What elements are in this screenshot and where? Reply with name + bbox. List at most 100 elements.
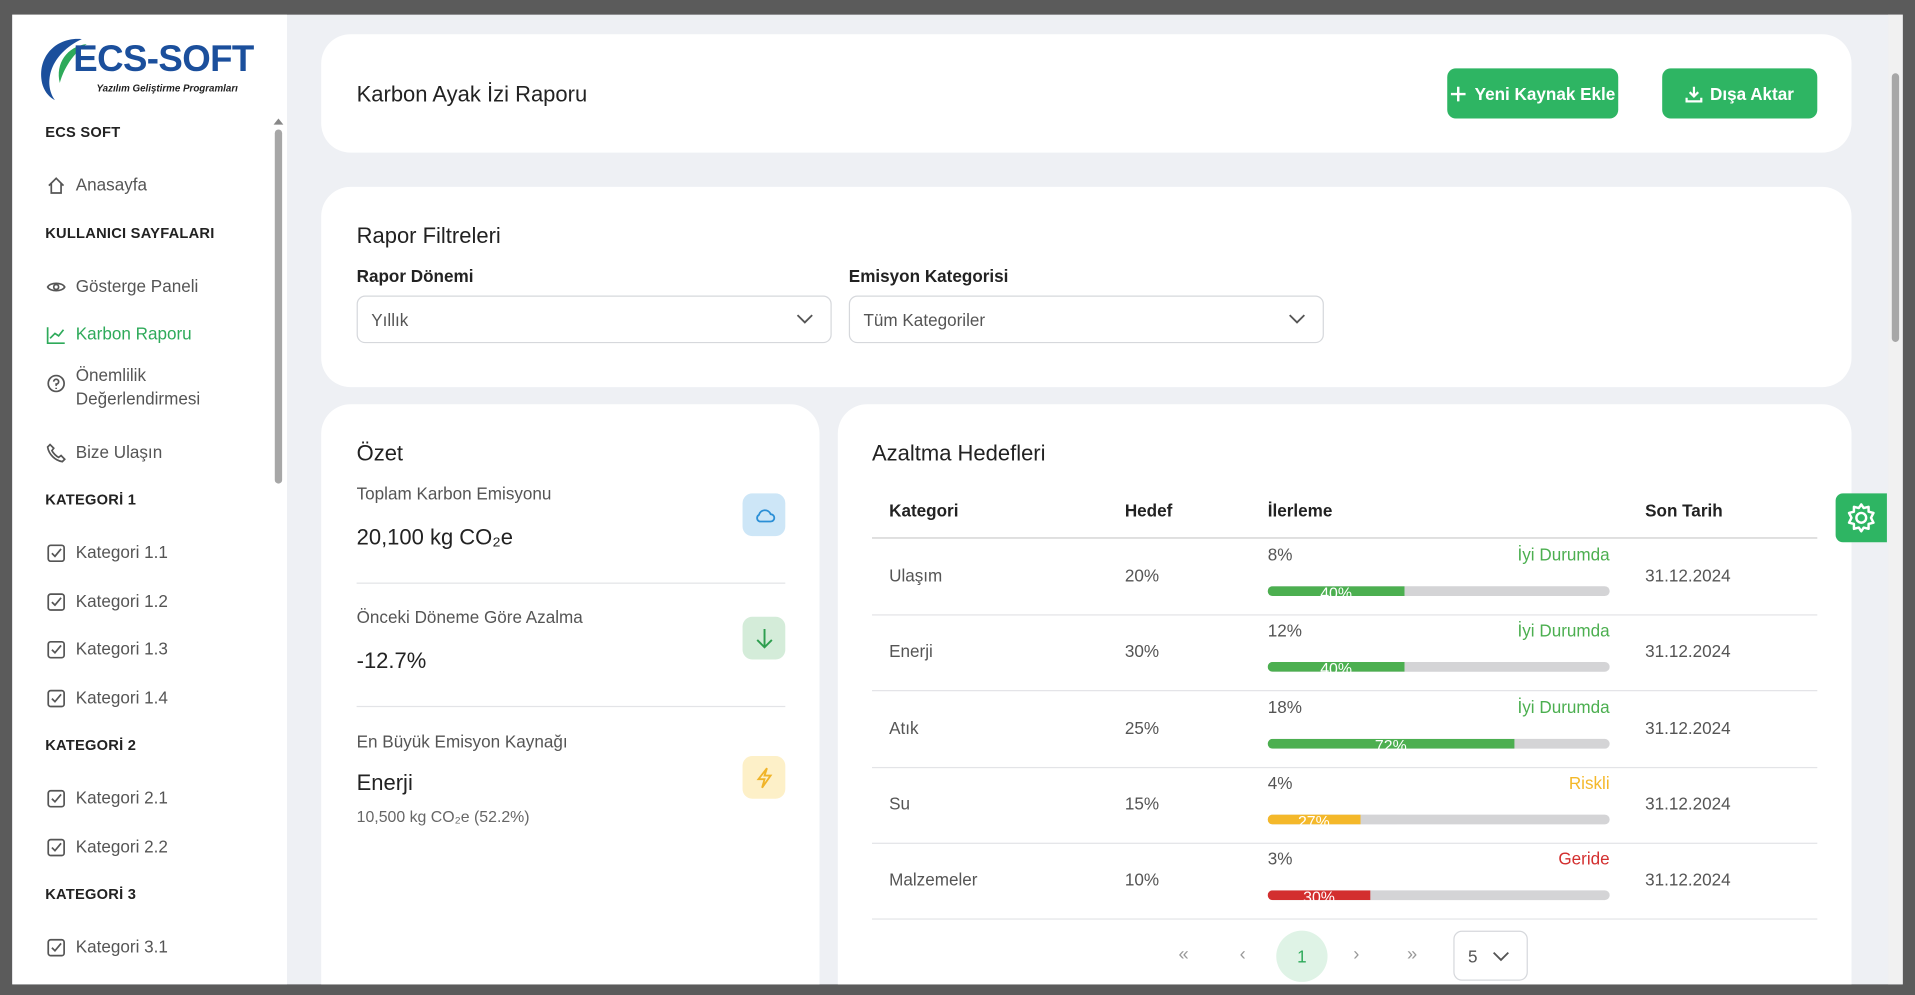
target-cell: 30% — [1124, 641, 1160, 662]
category-cell: Ulaşım — [889, 565, 943, 586]
sidebar: ECS-SOFT Yazılım Geliştirme Programları … — [12, 14, 288, 985]
summary-value: -12.7% — [356, 648, 427, 673]
nav-item[interactable]: Karbon Raporu — [12, 324, 271, 372]
scroll-thumb[interactable] — [274, 129, 283, 484]
period-select[interactable]: Yıllık — [356, 295, 832, 344]
deadline-cell: 31.12.2024 — [1645, 641, 1731, 662]
divider — [356, 582, 786, 584]
nav-icon — [48, 177, 65, 194]
target-cell: 25% — [1124, 717, 1160, 738]
nav-icon — [46, 281, 66, 291]
deadline-cell: 31.12.2024 — [1645, 869, 1731, 890]
summary-label: Önceki Döneme Göre Azalma — [356, 606, 583, 627]
filters-card: Rapor Filtreleri Rapor Dönemi Yıllık Emi… — [321, 186, 1852, 388]
nav-icon — [47, 544, 65, 563]
select-value: Yıllık — [371, 310, 409, 330]
nav-icon — [47, 938, 65, 957]
progress-bar-label: 72% — [1374, 735, 1407, 750]
status: İyi Durumda — [1517, 544, 1610, 565]
nav-item[interactable]: Önemlilik Değerlendirmesi — [12, 365, 271, 434]
category-select[interactable]: Tüm Kategoriler — [848, 295, 1324, 344]
progress-value: 3% — [1267, 849, 1293, 869]
nav-label: Kategori 1.4 — [75, 686, 168, 707]
nav-label: Kategori 1.2 — [75, 590, 168, 611]
last-page[interactable]: » — [1406, 944, 1418, 965]
column-header: Kategori — [889, 500, 959, 521]
scroll-thumb[interactable] — [1891, 73, 1900, 342]
nav-item[interactable]: Kategori 1.4 — [12, 687, 271, 735]
cloud-icon — [742, 493, 786, 537]
summary-label: En Büyük Emisyon Kaynağı — [356, 731, 568, 752]
nav-label: Kategori 2.2 — [75, 835, 168, 856]
nav-item[interactable]: Kategori 1.2 — [12, 590, 271, 638]
filter-label: Emisyon Kategorisi — [848, 266, 1009, 286]
nav-item[interactable]: Kategori 1.1 — [12, 542, 271, 590]
prev-page[interactable]: ‹ — [1239, 944, 1246, 965]
target-cell: 15% — [1124, 793, 1160, 814]
chevron — [1493, 951, 1509, 962]
sidebar-scrollbar — [271, 115, 286, 985]
down-icon — [742, 616, 786, 660]
progress-bar-label: 30% — [1303, 888, 1335, 902]
summary-label: Toplam Karbon Emisyonu — [356, 483, 552, 504]
progress-bar — [1267, 738, 1514, 749]
nav-item[interactable]: Kategori 1.3 — [12, 639, 271, 687]
nav-icon — [47, 689, 65, 707]
bolt-icon — [742, 755, 786, 799]
nav-item[interactable]: Anasayfa — [12, 175, 271, 223]
next-page[interactable]: › — [1353, 944, 1360, 965]
summary-card: Özet Toplam Karbon Emisyonu 20,100 kg CO… — [321, 404, 820, 985]
category-cell: Enerji — [889, 641, 933, 662]
settings-button[interactable] — [1835, 493, 1887, 543]
column-header: İlerleme — [1267, 500, 1333, 521]
export-button[interactable]: Dışa Aktar — [1662, 68, 1818, 119]
category-cell: Atık — [889, 717, 919, 738]
logo-text: ECS-SOFT — [73, 39, 254, 80]
status: İyi Durumda — [1517, 696, 1610, 717]
progress-bar-label: 27% — [1297, 812, 1330, 826]
progress-track — [1267, 890, 1610, 901]
select-value: 5 — [1468, 946, 1478, 967]
divider — [356, 705, 786, 708]
progress-bar — [1267, 586, 1405, 596]
nav-item[interactable]: Bize Ulaşın — [12, 441, 271, 489]
progress-bar-label: 40% — [1320, 583, 1352, 598]
progress-value: 8% — [1267, 544, 1293, 565]
deadline-cell: 31.12.2024 — [1645, 717, 1731, 738]
current-page[interactable]: 1 — [1276, 930, 1328, 982]
page: ECS-SOFT Yazılım Geliştirme Programları … — [12, 14, 1903, 985]
deadline-cell: 31.12.2024 — [1645, 793, 1731, 814]
page-size-select[interactable]: 5 — [1453, 930, 1528, 981]
nav-label: Kategori 3.1 — [75, 936, 168, 957]
page-title: Karbon Ayak İzi Raporu — [356, 81, 588, 107]
nav-icon — [47, 592, 65, 611]
nav-label: Kategori 1.1 — [75, 542, 168, 562]
nav-icon — [47, 789, 65, 808]
nav-icon — [47, 640, 65, 659]
progress-bar — [1267, 890, 1371, 901]
filter-label: Rapor Dönemi — [356, 266, 474, 286]
column-header: Son Tarih — [1645, 500, 1723, 521]
add-source-button[interactable]: Yeni Kaynak Ekle — [1447, 68, 1619, 119]
summary-title: Özet — [356, 440, 404, 466]
button-label: Dışa Aktar — [1709, 83, 1794, 104]
nav-item[interactable]: Kategori 2.1 — [12, 788, 271, 836]
nav-label: Karbon Raporu — [75, 323, 192, 344]
category-cell: Su — [889, 793, 911, 814]
nav-section-title: KATEGORİ 3 — [45, 885, 137, 903]
nav-item[interactable]: Kategori 2.2 — [12, 836, 271, 884]
nav-label: Bize Ulaşın — [75, 441, 163, 462]
divider — [872, 842, 1818, 844]
first-page[interactable]: « — [1178, 944, 1189, 965]
nav-icon — [47, 838, 65, 856]
page-scrollbar — [1888, 14, 1903, 985]
chevron — [1289, 314, 1305, 324]
select-value: Tüm Kategoriler — [863, 310, 986, 330]
button-label: Yeni Kaynak Ekle — [1474, 83, 1616, 104]
deadline-cell: 31.12.2024 — [1645, 565, 1731, 586]
nav-item[interactable]: Gösterge Paneli — [12, 275, 271, 323]
scroll-up[interactable] — [271, 115, 286, 127]
target-cell: 20% — [1124, 565, 1160, 586]
nav-item[interactable]: Kategori 3.1 — [12, 937, 271, 985]
